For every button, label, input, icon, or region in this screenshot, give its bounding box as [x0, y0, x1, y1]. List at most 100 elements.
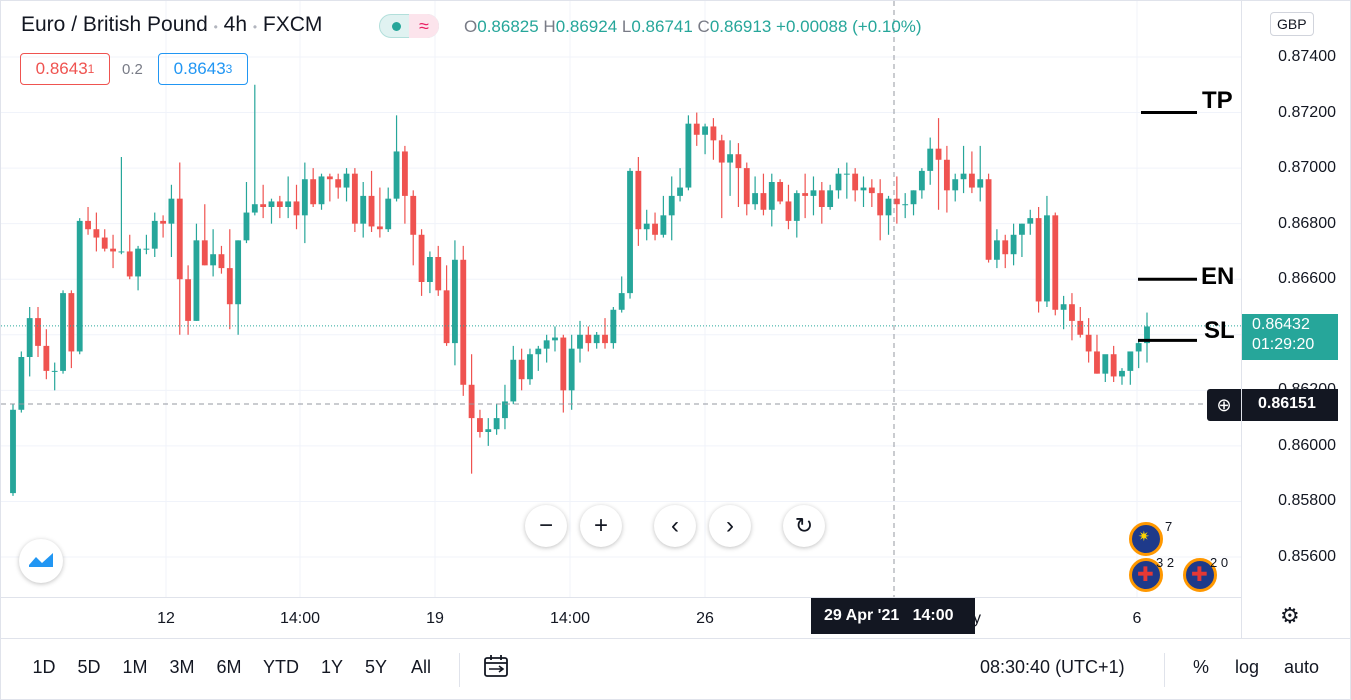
range-button-6m[interactable]: 6M [216, 657, 242, 677]
range-button-1m[interactable]: 1M [122, 657, 148, 677]
time-axis[interactable]: 12 14:00 19 14:00 26 6 y 29 Apr '21 14:00 [1, 597, 1241, 638]
auto-scale-button[interactable]: auto [1284, 657, 1320, 677]
candle [935, 118, 942, 210]
candle [335, 173, 342, 199]
close-value: 0.86913 [709, 17, 772, 36]
candle [685, 115, 692, 191]
spread-value: 0.2 [122, 61, 143, 78]
candle [43, 329, 50, 380]
candle [1052, 212, 1059, 316]
crosshair-add-button[interactable]: ⊕ [1207, 389, 1241, 421]
candle [418, 229, 425, 296]
event-gb-flag-1[interactable]: ✚ [1129, 558, 1163, 592]
candle [110, 234, 116, 269]
range-button-5d[interactable]: 5D [77, 657, 101, 677]
candle [485, 418, 492, 446]
scroll-left-button[interactable]: ‹ [654, 505, 696, 547]
candle [151, 212, 158, 257]
range-button-5y[interactable]: 5Y [364, 657, 388, 677]
candle [1110, 345, 1117, 382]
candle [1144, 312, 1150, 363]
symbol-legend[interactable]: Euro / British Pound • 4h • FXCM [21, 13, 322, 37]
candle [10, 404, 16, 496]
candle [426, 251, 433, 294]
candle [918, 168, 925, 199]
candle [710, 118, 717, 160]
chevron-right-icon: › [726, 512, 734, 539]
tradingview-logo-button[interactable] [19, 539, 63, 583]
chart-plot-area[interactable]: Euro / British Pound • 4h • FXCM ≈ O0.86… [1, 1, 1241, 597]
candle [360, 182, 367, 238]
candle [260, 184, 267, 219]
candle [652, 212, 658, 241]
countdown: 01:29:20 [1252, 336, 1315, 353]
tradingview-logo-icon [29, 553, 53, 567]
event-eu-flag[interactable]: ✷ [1129, 522, 1163, 556]
price-axis[interactable]: GBP 0.87400 0.87200 0.87000 0.86800 0.86600 0… [1241, 1, 1350, 638]
time-tick-label: 14:00 [279, 610, 321, 627]
candle [1019, 223, 1025, 257]
candle [943, 145, 950, 213]
gb-flag-icon: ✚ [1137, 564, 1154, 586]
candle [85, 207, 91, 235]
clock-timezone[interactable]: 08:30:40 (UTC+1) [980, 657, 1125, 677]
log-scale-button[interactable]: log [1235, 657, 1260, 677]
gb-flag-icon: ✚ [1191, 564, 1208, 586]
candle [727, 140, 734, 196]
zoom-in-button[interactable]: + [580, 505, 622, 547]
range-button-ytd[interactable]: YTD [263, 657, 299, 677]
candle [968, 151, 975, 194]
range-button-3m[interactable]: 3M [169, 657, 195, 677]
candle [893, 176, 900, 224]
reset-chart-button[interactable]: ↻ [783, 505, 825, 547]
candle [793, 190, 800, 238]
range-button-1y[interactable]: 1Y [320, 657, 344, 677]
event-gb-flag-2[interactable]: ✚ [1183, 558, 1217, 592]
zoom-out-button[interactable]: − [525, 505, 567, 547]
date-range-button[interactable] [481, 651, 511, 681]
candle [1085, 318, 1092, 363]
sell-button[interactable]: 0.8643 1 [20, 53, 110, 85]
range-button-1d[interactable]: 1D [32, 657, 56, 677]
candle [1094, 334, 1100, 374]
candle [185, 265, 192, 335]
settings-gear-icon[interactable]: ⚙ [1280, 603, 1300, 628]
candle [785, 184, 792, 230]
candle [68, 290, 75, 369]
candle [385, 187, 392, 232]
buy-button[interactable]: 0.8643 3 [158, 53, 248, 85]
toolbar-divider [459, 653, 460, 687]
candle [218, 245, 225, 274]
candle [1069, 293, 1075, 341]
market-status-pill[interactable]: ≈ [379, 14, 439, 38]
time-axis-partial-label: y [973, 610, 981, 627]
crosshair-time-tag: 29 Apr '21 14:00 [811, 598, 975, 634]
candle [1077, 307, 1084, 338]
currency-button[interactable]: GBP [1270, 12, 1314, 36]
candle [26, 307, 33, 377]
candlestick-chart[interactable] [1, 1, 1241, 597]
buy-price-pip: 3 [225, 62, 233, 76]
candle [1119, 368, 1125, 385]
candle [1002, 234, 1009, 269]
candle [326, 173, 333, 202]
candle [827, 184, 834, 210]
candle [660, 195, 667, 238]
candle [927, 137, 934, 185]
candle [285, 176, 292, 219]
current-price-tag: 0.86432 01:29:20 [1242, 314, 1338, 360]
bottom-toolbar: 1D 5D 1M 3M 6M YTD 1Y 5Y All 08:30:40 (UTC+1) % … [1, 638, 1350, 699]
candle [18, 351, 25, 413]
candle [351, 168, 358, 232]
range-button-all[interactable]: All [410, 657, 432, 677]
candle [910, 190, 917, 216]
candle [452, 240, 458, 366]
candle [168, 184, 175, 257]
candle [752, 176, 759, 210]
scroll-right-button[interactable]: › [709, 505, 751, 547]
candle [477, 409, 483, 438]
candle [627, 168, 633, 299]
candle [243, 182, 250, 244]
percent-scale-button[interactable]: % [1193, 657, 1210, 677]
candle [860, 176, 867, 207]
